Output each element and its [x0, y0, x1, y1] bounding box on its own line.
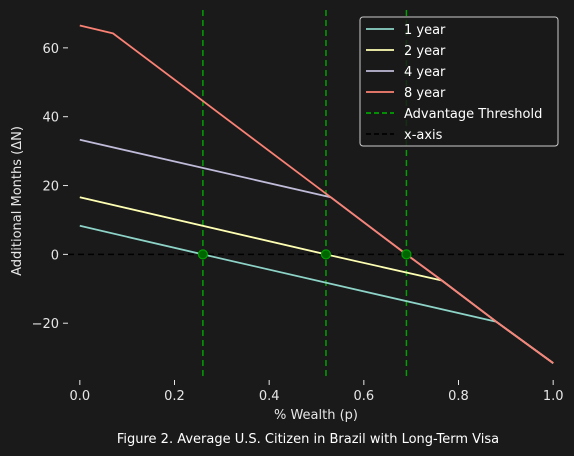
x-tick-label: 1.0	[543, 389, 564, 404]
legend: 1 year 2 year 4 year 8 year Advantage Thresh…	[359, 16, 559, 147]
figure-caption: Figure 2. Average U.S. Citizen in Brazil…	[117, 432, 499, 447]
y-tick-label: 20	[42, 180, 59, 195]
threshold-point-1	[197, 249, 208, 260]
y-axis-label: Additional Months (ΔN)	[10, 126, 25, 276]
x-tick-label: 0.6	[353, 389, 374, 404]
legend-label: x-axis	[404, 128, 443, 143]
legend-label: 2 year	[404, 44, 446, 59]
threshold-point-2	[320, 249, 332, 260]
y-tick-label: 40	[42, 111, 59, 126]
x-tick-label: 0.2	[164, 389, 185, 404]
legend-box	[359, 16, 559, 147]
x-tick-label: 0.4	[259, 389, 280, 404]
legend-label: 4 year	[404, 65, 446, 80]
y-tick-label: 0	[51, 248, 59, 263]
x-axis-ticks: 0.0 0.2 0.4 0.6 0.8 1.0	[69, 380, 564, 404]
x-tick-label: 0.8	[448, 389, 469, 404]
legend-label: 8 year	[404, 86, 446, 101]
x-tick-label: 0.0	[69, 389, 90, 404]
legend-label: 1 year	[404, 23, 446, 38]
y-tick-label: −20	[32, 317, 59, 332]
x-axis-label: % Wealth (p)	[274, 408, 358, 423]
y-tick-label: 60	[42, 42, 59, 57]
y-axis-ticks: −20 0 20 40 60	[32, 42, 68, 332]
threshold-point-3	[401, 249, 412, 260]
legend-label: Advantage Threshold	[404, 107, 542, 122]
